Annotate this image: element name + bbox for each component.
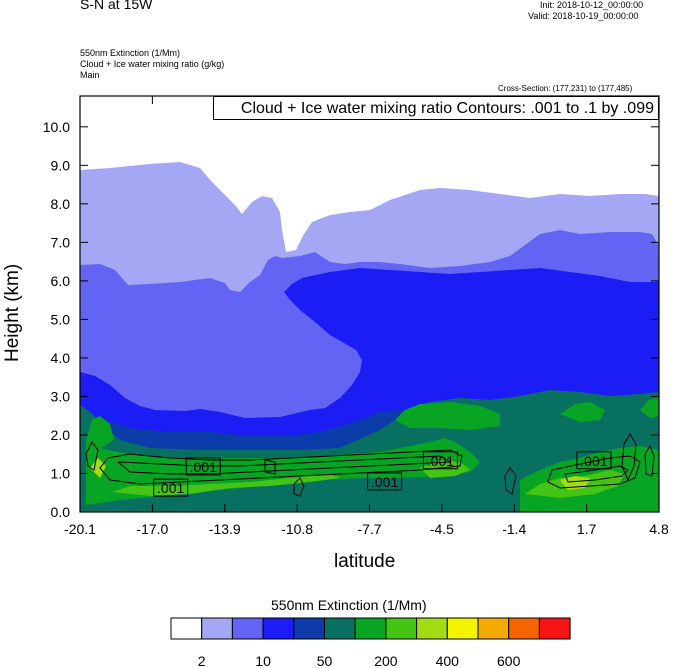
contour-label: .001 — [153, 478, 189, 497]
x-tick-label: -17.0 — [136, 521, 168, 537]
x-axis-label: latitude — [334, 551, 396, 572]
x-axis: -20.1 -17.0 -13.9 -10.8 -7.7 -4.5 -1.4 1.7 4.8 — [64, 96, 669, 537]
y-tick-label: 0.0 — [51, 504, 71, 520]
fill-level-200-upper — [395, 402, 500, 430]
fill-level-10-pocket — [80, 265, 110, 292]
contour-labels: .001 .001 .001 .001 .001 — [153, 451, 612, 497]
chart-title: S-N at 15W — [80, 0, 153, 12]
contour-label-text: .001 — [427, 453, 454, 469]
colorbar-title: 550nm Extinction (1/Mm) — [271, 597, 427, 613]
x-tick-label: -20.1 — [64, 521, 96, 537]
colorbar-swatch — [293, 617, 325, 640]
fill-level-200-edge — [640, 398, 659, 418]
colorbar-tick-label: 50 — [317, 653, 333, 668]
colorbar-swatch — [170, 617, 203, 640]
contour-label-text: .001 — [580, 453, 607, 469]
contour-label-text: .001 — [157, 480, 184, 496]
contour-line — [85, 441, 99, 471]
colorbar-swatch — [416, 617, 448, 640]
colorbar-swatch — [385, 617, 418, 640]
fill-level-200-upper-east — [560, 402, 605, 422]
contour-label: .001 — [422, 451, 458, 470]
y-tick-label: 8.0 — [51, 196, 71, 212]
x-tick-label: -1.4 — [502, 521, 526, 537]
field-line-mixing-ratio: Cloud + Ice water mixing ratio (g/kg) — [80, 59, 225, 69]
x-tick-label: 4.8 — [649, 521, 669, 537]
contour-line — [644, 444, 655, 477]
contour-line — [504, 467, 517, 495]
cross-section-label: Cross-Section: (177,231) to (177,485) — [498, 84, 633, 93]
fill-level-150-mid — [320, 470, 480, 512]
colorbar-tick-label: 400 — [436, 653, 460, 668]
field-line-extinction: 550nm Extinction (1/Mm) — [80, 48, 181, 58]
fill-level-200-south — [86, 416, 114, 448]
fill-level-250 — [112, 474, 340, 496]
colorbar-tick-label: 10 — [255, 653, 271, 668]
extinction-field — [80, 96, 659, 512]
y-tick-label: 9.0 — [51, 157, 71, 173]
colorbar-tick-label: 200 — [374, 653, 398, 668]
colorbar-swatch — [354, 617, 387, 640]
contour-label: .001 — [576, 451, 612, 470]
contour-line — [264, 459, 276, 475]
contour-line — [621, 433, 637, 482]
contour-line — [547, 455, 641, 489]
valid-time: Valid: 2018-10-19_00:00:00 — [528, 11, 639, 21]
y-tick-label: 7.0 — [51, 234, 71, 250]
y-tick-label: 6.0 — [51, 273, 71, 289]
contour-line — [116, 455, 452, 475]
y-axis: 0.0 1.0 2.0 3.0 4.0 5.0 6.0 7.0 8.0 9.0 10.0 — [43, 119, 659, 520]
init-time: Init: 2018-10-12_00:00:00 — [540, 0, 644, 10]
contour-label-text: .001 — [371, 474, 398, 490]
y-axis-label: Height (km) — [2, 263, 23, 362]
colorbar-swatch — [508, 617, 540, 640]
x-tick-label: 1.7 — [577, 521, 597, 537]
colorbar-swatch — [262, 617, 295, 640]
field-description: 550nm Extinction (1/Mm) Cloud + Ice wate… — [80, 48, 224, 81]
mixing-ratio-contours — [85, 433, 655, 497]
contour-annotation: Cloud + Ice water mixing ratio Contours:… — [213, 96, 659, 120]
y-tick-label: 2.0 — [51, 427, 71, 443]
contour-label: .001 — [367, 472, 403, 491]
contour-label: .001 — [185, 457, 221, 476]
field-line-domain: Main — [80, 70, 100, 80]
y-tick-label: 1.0 — [51, 465, 71, 481]
colorbar-swatch — [201, 617, 233, 640]
y-tick-label: 4.0 — [51, 350, 71, 366]
y-tick-label: 3.0 — [51, 388, 71, 404]
fill-level-300-west — [90, 458, 106, 478]
x-tick-label: -4.5 — [430, 521, 454, 537]
contour-label-text: .001 — [190, 459, 217, 475]
colorbar-swatch — [477, 617, 510, 640]
colorbar-tick-label: 600 — [497, 653, 521, 668]
x-tick-label: -10.8 — [281, 521, 313, 537]
colorbar-swatch — [231, 617, 264, 640]
y-tick-label: 5.0 — [51, 311, 71, 327]
colorbar: 2 10 50 200 400 600 — [170, 617, 571, 668]
colorbar-swatch — [538, 617, 571, 640]
x-tick-label: -7.7 — [357, 521, 381, 537]
colorbar-tick-label: 2 — [198, 653, 206, 668]
colorbar-swatch — [446, 617, 479, 640]
y-tick-label: 10.0 — [43, 119, 70, 135]
contour-line — [293, 477, 305, 497]
x-tick-label: -13.9 — [209, 521, 241, 537]
contour-line — [99, 449, 463, 485]
colorbar-swatch — [324, 617, 356, 640]
